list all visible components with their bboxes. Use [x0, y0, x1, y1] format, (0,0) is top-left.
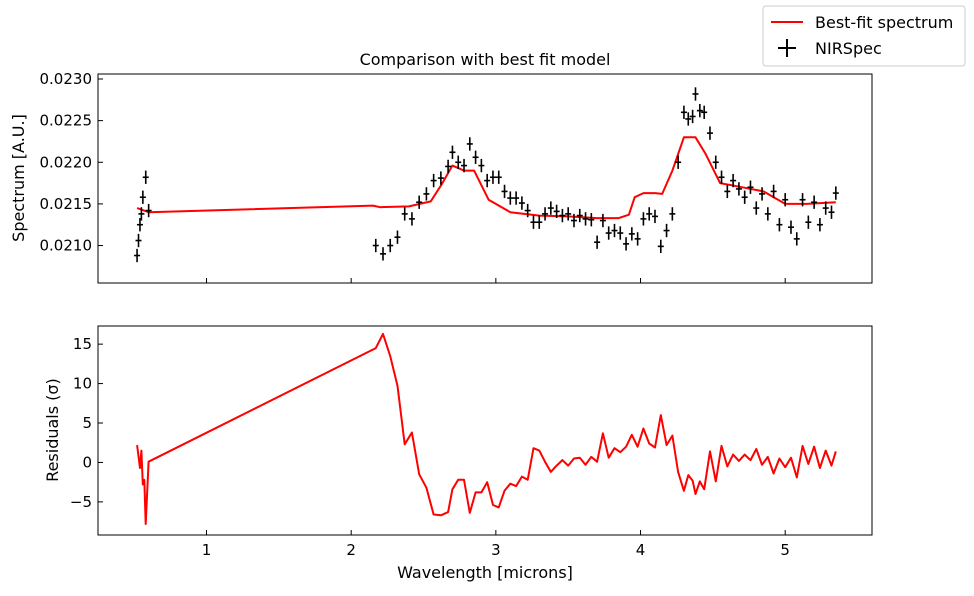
legend: Best-fit spectrum NIRSpec [762, 5, 966, 67]
y-tick-label: 10 [73, 375, 92, 393]
y-tick-label: 0.0230 [40, 70, 93, 88]
legend-nirspec-label: NIRSpec [815, 39, 882, 58]
spectrum-y-ticks: 0.0210 0.0215 0.0220 0.0225 0.0230 [40, 70, 103, 255]
residuals-line [136, 332, 837, 525]
y-tick-label: 15 [73, 335, 92, 353]
y-tick-label: −5 [70, 493, 92, 511]
best-fit-spectrum-line [136, 136, 836, 220]
y-tick-label: 0.0210 [40, 237, 93, 255]
y-tick-label: 0.0225 [40, 112, 93, 130]
legend-box [762, 5, 966, 67]
spectrum-panel: 0.0210 0.0215 0.0220 0.0225 0.0230 Compariso… [9, 50, 873, 284]
spectrum-marks [134, 87, 839, 263]
x-tick-label: 4 [636, 541, 646, 559]
x-tick-label: 3 [491, 541, 501, 559]
residuals-panel: 1 2 3 4 5 −5 0 5 10 15 Residuals (σ) [43, 325, 873, 559]
x-tick-label: 1 [202, 541, 212, 559]
residuals-marks [136, 332, 837, 525]
x-axis-label: Wavelength [microns] [397, 563, 573, 582]
residuals-y-axis-label: Residuals (σ) [43, 378, 62, 482]
x-tick-label: 2 [346, 541, 356, 559]
y-tick-label: 0.0220 [40, 153, 93, 171]
residuals-x-ticks: 1 2 3 4 5 [202, 530, 790, 559]
y-tick-label: 0.0215 [40, 195, 93, 213]
spectrum-x-ticks [206, 278, 786, 283]
y-tick-label: 0 [82, 453, 92, 471]
residuals-plot-area [97, 325, 873, 536]
spectrum-panel-title: Comparison with best fit model [360, 50, 611, 69]
residuals-y-ticks: −5 0 5 10 15 [70, 335, 103, 511]
x-tick-label: 5 [780, 541, 790, 559]
spectrum-plot-area [97, 73, 873, 284]
legend-best-fit-label: Best-fit spectrum [815, 13, 953, 32]
y-tick-label: 5 [82, 414, 92, 432]
spectrum-y-axis-label: Spectrum [A.U.] [9, 114, 28, 242]
